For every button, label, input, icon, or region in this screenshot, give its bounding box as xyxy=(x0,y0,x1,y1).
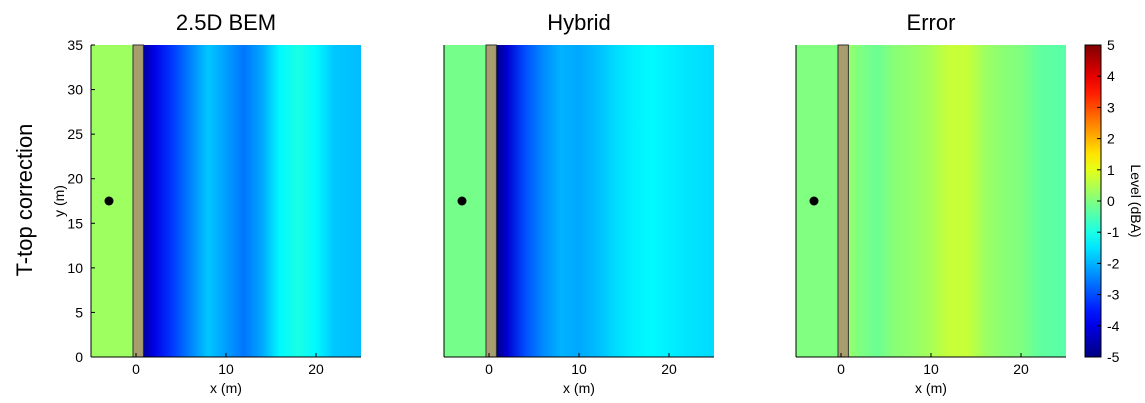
region-receiver-field xyxy=(846,45,1066,357)
heatmap-panel-2: 0 10 20 Hybrid x (m) xyxy=(443,10,714,396)
y-tick-label: 0 xyxy=(75,349,83,365)
barrier xyxy=(132,44,144,358)
colorbar-tick-label: -3 xyxy=(1107,287,1120,303)
x-tick-label: 0 xyxy=(837,361,845,377)
colorbar-tick-label: 2 xyxy=(1107,131,1115,147)
colorbar-tick-label: -5 xyxy=(1107,349,1120,365)
heatmap-panel-3: 0 10 20 Error x (m) xyxy=(795,10,1066,396)
colorbar: 5 4 3 2 1 0 -1 -2 -3 -4 -5 Level (dBA) xyxy=(1084,37,1144,365)
x-tick-label: 10 xyxy=(218,361,234,377)
row-label: T-top correction xyxy=(12,124,37,277)
y-tick-label: 30 xyxy=(67,82,83,98)
barrier xyxy=(837,44,849,358)
source-marker xyxy=(809,196,819,206)
x-axis-label: x (m) xyxy=(210,380,242,396)
x-tick-label: 10 xyxy=(571,361,587,377)
region-receiver-field xyxy=(494,45,714,357)
colorbar-tick-label: -4 xyxy=(1107,318,1120,334)
x-tick-label: 20 xyxy=(1013,361,1029,377)
y-tick-label: 10 xyxy=(67,260,83,276)
y-tick-label: 35 xyxy=(67,37,83,53)
x-tick-label: 0 xyxy=(132,361,140,377)
colorbar-tick-label: 5 xyxy=(1107,37,1115,53)
colorbar-tick-label: 0 xyxy=(1107,193,1115,209)
x-tick-label: 0 xyxy=(485,361,493,377)
x-tick-label: 20 xyxy=(661,361,677,377)
colorbar-tick-label: 1 xyxy=(1107,162,1115,178)
barrier xyxy=(485,44,497,358)
panel-title: Error xyxy=(907,10,956,35)
y-tick-label: 20 xyxy=(67,171,83,187)
colorbar-tick-label: 4 xyxy=(1107,68,1115,84)
y-tick-label: 25 xyxy=(67,126,83,142)
colorbar-ticks: 5 4 3 2 1 0 -1 -2 -3 -4 -5 xyxy=(1097,37,1120,365)
panel-title: 2.5D BEM xyxy=(176,10,276,35)
y-tick-label: 15 xyxy=(67,215,83,231)
x-tick-label: 20 xyxy=(308,361,324,377)
colorbar-label: Level (dBA) xyxy=(1128,164,1144,237)
y-axis-label: y (m) xyxy=(51,185,67,217)
x-axis-label: x (m) xyxy=(915,380,947,396)
source-marker xyxy=(457,196,467,206)
region-receiver-field xyxy=(141,45,361,357)
source-marker xyxy=(104,196,114,206)
x-axis-label: x (m) xyxy=(563,380,595,396)
panel-title: Hybrid xyxy=(547,10,611,35)
y-tick-label: 5 xyxy=(75,304,83,320)
panels: 0 10 20 0 5 10 15 20 25 30 35 2.5D BEM x (m) y (m) 0 10… xyxy=(51,10,1066,396)
colorbar-tick-label: 3 xyxy=(1107,99,1115,115)
colorbar-tick-label: -2 xyxy=(1107,255,1120,271)
heatmap-panel-1: 0 10 20 0 5 10 15 20 25 30 35 2.5D BEM x (m) y (m) xyxy=(51,10,361,396)
x-tick-label: 10 xyxy=(923,361,939,377)
colorbar-tick-label: -1 xyxy=(1107,224,1120,240)
